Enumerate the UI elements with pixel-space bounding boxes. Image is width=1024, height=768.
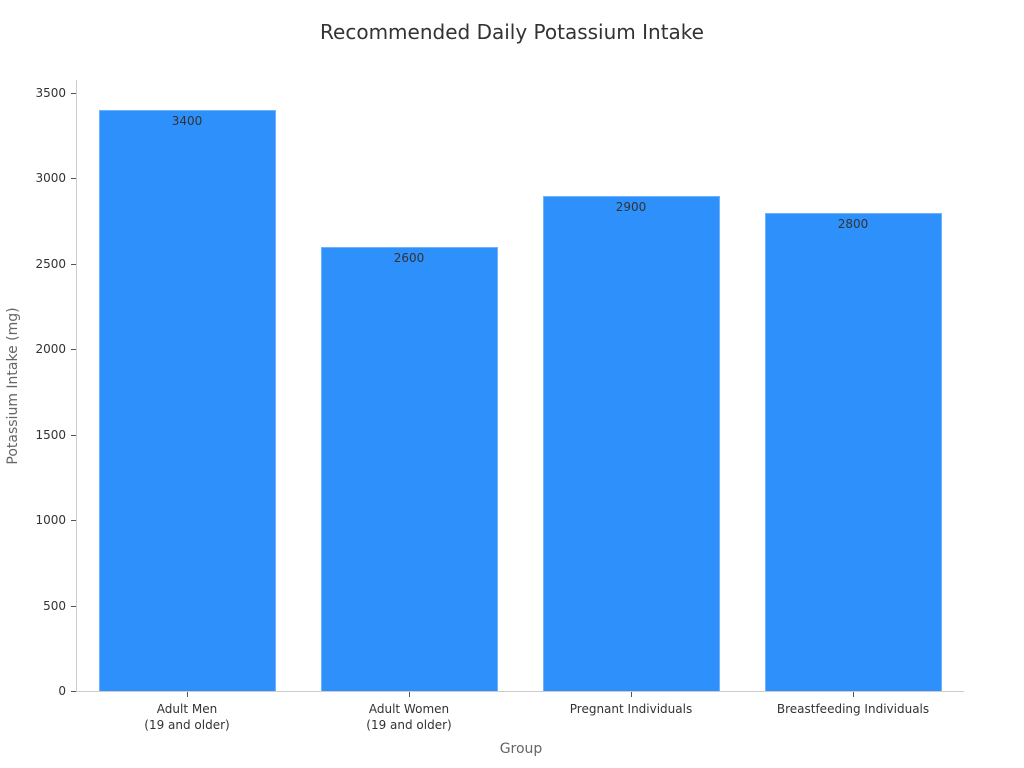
bar-value-label: 3400	[171, 114, 203, 129]
bar-value-label: 2600	[393, 250, 425, 265]
y-tick-mark	[71, 263, 76, 265]
y-tick: 500	[0, 599, 76, 620]
y-tick-label: 2500	[35, 256, 66, 271]
y-tick-mark	[71, 93, 76, 94]
y-tick-label: 3500	[35, 86, 66, 100]
bar: 2900	[542, 195, 720, 691]
y-tick-label: 1000	[35, 513, 66, 528]
y-tick: 0	[0, 684, 76, 705]
x-axis-line	[76, 691, 964, 692]
y-tick: 1500	[0, 428, 76, 449]
x-tick-label: Adult Women (19 and older)	[299, 701, 519, 733]
y-tick-label: 1500	[35, 427, 66, 442]
y-tick-label: 0	[58, 684, 66, 698]
x-axis-label: Group	[499, 741, 543, 757]
x-tick-label: Breastfeeding Individuals	[743, 701, 963, 717]
x-tick-mark	[187, 692, 188, 697]
x-tick-label-line: Adult Men	[156, 702, 218, 716]
y-tick-mark	[71, 434, 76, 436]
y-tick: 2500	[0, 257, 76, 278]
y-tick-label: 3000	[35, 171, 66, 186]
y-tick-label: 500	[43, 598, 66, 613]
bar: 2800	[764, 212, 942, 691]
x-tick-mark	[409, 692, 410, 697]
y-tick-mark	[71, 605, 76, 607]
x-tick-label: Pregnant Individuals	[521, 701, 741, 717]
y-tick-mark	[71, 349, 76, 351]
bar: 3400	[98, 110, 276, 691]
y-tick-mark	[71, 178, 76, 180]
y-tick: 3500	[0, 86, 76, 107]
x-tick-mark	[631, 692, 632, 697]
bar-value-label: 2800	[837, 216, 869, 231]
x-tick-label-line: Pregnant Individuals	[569, 702, 693, 716]
x-tick-label-line: (19 and older)	[366, 718, 452, 732]
bar-value-label: 2900	[615, 199, 647, 214]
x-tick-label-line: Adult Women	[368, 702, 450, 716]
chart-title: Recommended Daily Potassium Intake	[320, 20, 704, 44]
y-tick-mark	[71, 691, 76, 692]
x-tick-label-line: Breastfeeding Individuals	[776, 702, 930, 716]
y-tick: 2000	[0, 342, 76, 363]
x-tick-label-line: (19 and older)	[144, 718, 230, 732]
x-tick-mark	[853, 692, 854, 697]
y-tick: 1000	[0, 513, 76, 534]
y-tick: 3000	[0, 171, 76, 192]
y-tick-mark	[71, 520, 76, 522]
y-axis-line	[76, 80, 77, 692]
y-tick-label: 2000	[35, 342, 66, 357]
bar: 2600	[320, 246, 498, 691]
x-tick-label: Adult Men (19 and older)	[77, 701, 297, 733]
